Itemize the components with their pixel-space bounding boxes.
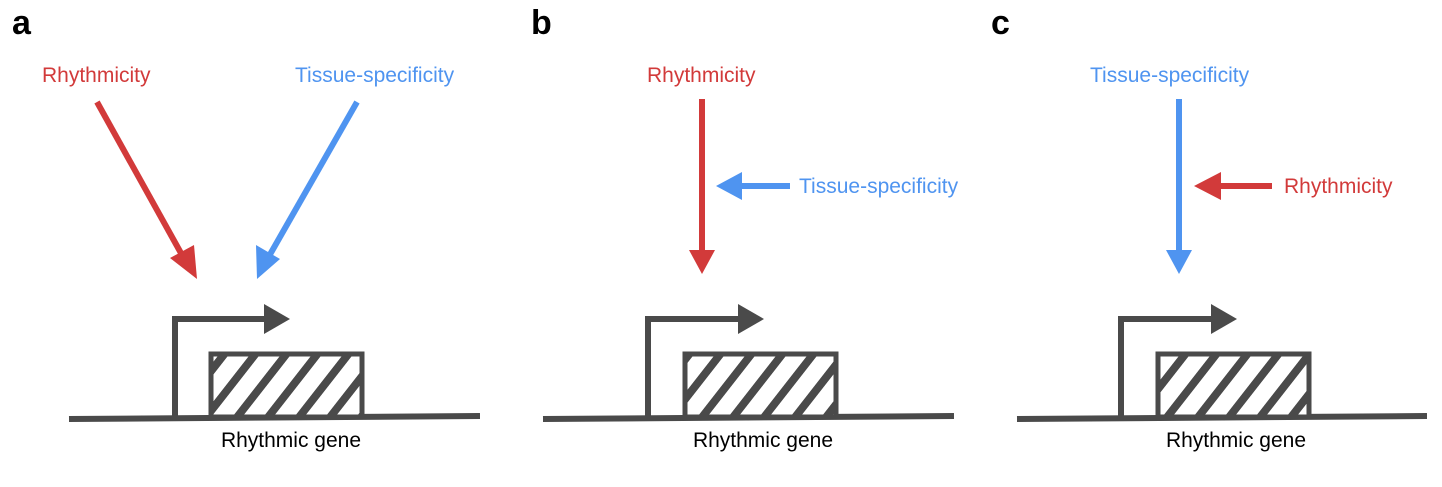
gene-label: Rhythmic gene [693, 429, 833, 452]
rhythmicity-arrow [689, 99, 715, 274]
promoter-arrowhead [738, 304, 764, 334]
promoter-arrowhead [1211, 304, 1237, 334]
gene-diagram [542, 304, 955, 422]
tissue-specificity-arrow [1166, 99, 1192, 274]
tissue-specificity-arrow [256, 100, 360, 279]
tissue-specificity-label: Tissue-specificity [295, 64, 455, 87]
gene-label: Rhythmic gene [221, 429, 361, 452]
tissue-specificity-arrow [716, 172, 790, 200]
gene-label: Rhythmic gene [1166, 429, 1306, 452]
gene-diagram [68, 304, 481, 422]
rhythmicity-arrow [94, 100, 197, 279]
panel-a: a Rhythmicity Tissue-specificity Rhythmi… [12, 4, 481, 452]
gene-box [1155, 351, 1312, 420]
promoter-arrow [645, 316, 743, 418]
rhythmicity-arrow [1194, 172, 1272, 200]
panel-letter-c: c [991, 4, 1010, 42]
promoter-arrowhead [264, 304, 290, 334]
tissue-specificity-label: Tissue-specificity [799, 175, 959, 198]
panel-letter-a: a [12, 4, 32, 42]
gene-box [682, 351, 839, 420]
rhythmicity-label: Rhythmicity [1284, 175, 1393, 198]
promoter-arrow [172, 316, 270, 418]
rhythmicity-label: Rhythmicity [42, 64, 151, 87]
gene-diagram [1016, 304, 1428, 422]
promoter-arrow [1118, 316, 1216, 418]
tissue-specificity-label: Tissue-specificity [1090, 64, 1250, 87]
panel-c: c Tissue-specificity Rhythmicity Rhythmi… [991, 4, 1428, 452]
panel-letter-b: b [531, 4, 552, 42]
panel-b: b Rhythmicity Tissue-specificity Rhythmi… [531, 4, 959, 452]
rhythmicity-label: Rhythmicity [647, 64, 756, 87]
gene-box [208, 351, 365, 420]
